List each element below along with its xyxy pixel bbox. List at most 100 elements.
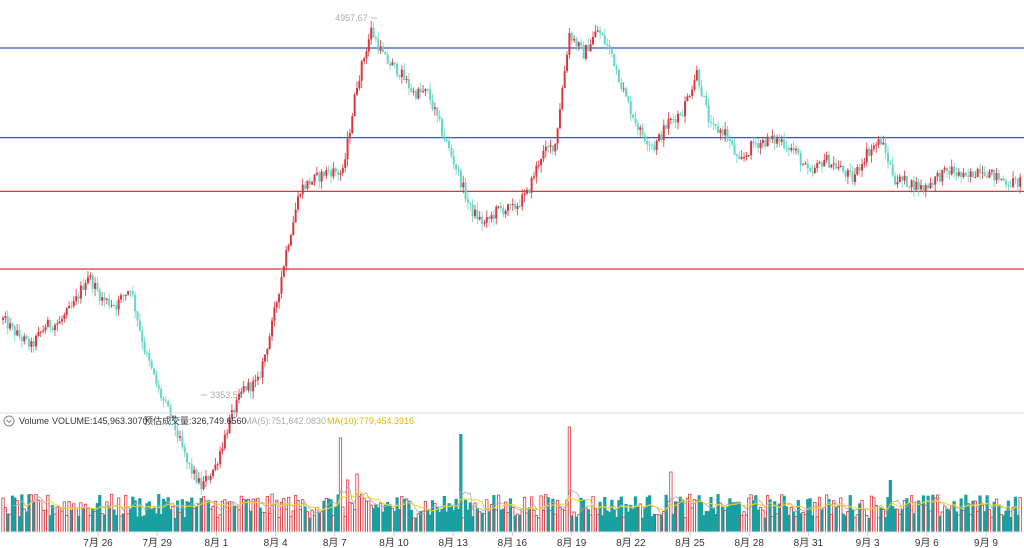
- candle-body: [584, 45, 587, 59]
- volume-bar-down: [102, 514, 107, 532]
- candle-body: [1019, 177, 1022, 187]
- volume-bar-down: [157, 494, 161, 532]
- candle-body: [558, 109, 561, 129]
- candle-body: [207, 476, 210, 480]
- volume-bar-down: [232, 505, 236, 532]
- volume-bar-down: [737, 501, 741, 532]
- candle-body: [1016, 178, 1019, 187]
- candle-body: [792, 147, 795, 151]
- volume-bar-down: [938, 515, 942, 532]
- candle-body: [787, 148, 790, 151]
- volume-bar-down: [626, 511, 630, 532]
- candle-body: [129, 291, 132, 293]
- candle-body: [646, 140, 649, 145]
- candle-body: [398, 75, 401, 78]
- candle-body: [1000, 178, 1003, 180]
- candle-body: [981, 172, 984, 174]
- candle-body: [707, 105, 710, 123]
- volume-bar-down: [697, 495, 701, 532]
- volume-bar-down: [947, 508, 951, 532]
- candle-body: [424, 89, 427, 92]
- volume-bar-down: [858, 503, 862, 532]
- volume-bar-down: [475, 508, 479, 532]
- volume-bar-down: [194, 506, 199, 532]
- volume-bar-down: [371, 508, 376, 532]
- volume-bar-down: [206, 500, 210, 532]
- candle-body: [842, 166, 845, 172]
- volume-bar-down: [921, 495, 925, 532]
- candle-body: [436, 107, 439, 116]
- candle-body: [325, 170, 328, 176]
- candle-body: [44, 327, 47, 331]
- volume-bar-down: [751, 500, 756, 532]
- price-candles: [2, 20, 1022, 495]
- candle-body: [400, 69, 403, 78]
- candle-body: [422, 91, 425, 93]
- candle-body: [882, 142, 885, 145]
- candle-body: [719, 129, 722, 133]
- candle-body: [353, 94, 356, 117]
- candle-body: [499, 206, 502, 209]
- candle-body: [924, 185, 927, 191]
- candle-body: [271, 320, 274, 337]
- volume-bar-down: [787, 514, 791, 532]
- candle-body: [594, 31, 597, 38]
- x-tick-label: 8月 31: [794, 537, 824, 548]
- candle-body: [832, 163, 835, 165]
- candle-body: [549, 145, 552, 147]
- candle-body: [561, 88, 564, 110]
- candle-body: [190, 464, 193, 474]
- collapse-chevron-icon[interactable]: [3, 415, 15, 427]
- candle-body: [915, 181, 918, 191]
- candle-body: [70, 305, 73, 307]
- chevron-down-icon: [6, 419, 12, 424]
- candle-body: [306, 180, 309, 189]
- candle-body: [235, 399, 238, 414]
- candle-body: [946, 167, 948, 172]
- candle-body: [252, 380, 255, 392]
- candle-body: [330, 170, 333, 177]
- candle-body: [608, 45, 611, 49]
- volume-bar-down: [931, 494, 935, 532]
- candle-body: [941, 169, 944, 182]
- candle-body: [249, 382, 252, 392]
- candle-body: [780, 139, 783, 142]
- candle-body: [983, 172, 986, 176]
- volume-bar-down: [810, 515, 815, 532]
- candle-body: [887, 152, 889, 163]
- volume-bar-down: [447, 503, 451, 532]
- candle-body: [171, 415, 174, 418]
- volume-bar-down: [768, 499, 772, 532]
- candle-body: [131, 291, 134, 295]
- volume-bar-down: [386, 501, 390, 532]
- candle-body: [120, 295, 122, 300]
- candle-body: [551, 145, 554, 152]
- candle-body: [358, 80, 361, 89]
- volume-bar-down: [161, 498, 166, 532]
- candle-body: [894, 175, 897, 185]
- candle-body: [429, 89, 432, 101]
- candle-body: [183, 447, 186, 453]
- candle-body: [587, 45, 590, 52]
- candle-body: [929, 182, 932, 189]
- candle-body: [773, 135, 776, 144]
- candle-body: [122, 295, 125, 297]
- volume-bar-down: [570, 515, 574, 532]
- candle-body: [754, 143, 757, 145]
- x-tick-label: 8月 7: [323, 537, 347, 548]
- volume-bar-down: [150, 508, 154, 532]
- candle-body: [634, 117, 637, 124]
- candle-body: [438, 115, 441, 120]
- candle-body: [898, 176, 901, 183]
- volume-bar-down: [841, 513, 845, 532]
- candle-body: [148, 352, 151, 361]
- candle-body: [344, 159, 347, 168]
- volume-bar-down: [674, 501, 678, 532]
- candle-body: [230, 409, 233, 419]
- candle-body: [356, 88, 358, 95]
- candle-body: [117, 299, 120, 310]
- volume-bar-down: [954, 511, 959, 532]
- candle-body: [301, 184, 304, 195]
- volume-bar-down: [471, 516, 475, 532]
- candle-body: [417, 88, 420, 99]
